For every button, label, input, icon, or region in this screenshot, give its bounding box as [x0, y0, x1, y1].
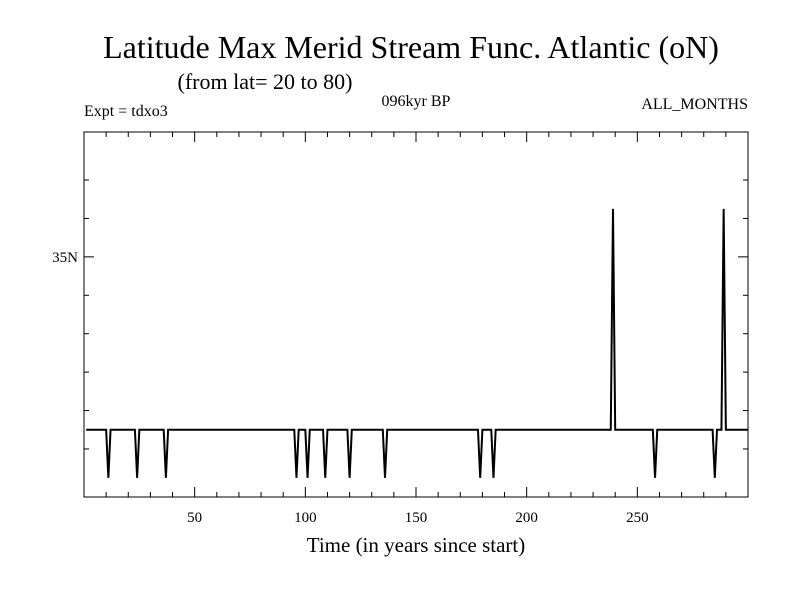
y-tick-label-0: 35N: [52, 250, 78, 266]
x-tick-label-1: 100: [294, 510, 317, 526]
chart-subtitle: (from lat= 20 to 80): [178, 69, 353, 94]
x-major-ticks: [194, 132, 638, 497]
plot-frame: [83, 131, 749, 498]
experiment-label: Expt = tdxo3: [84, 103, 168, 120]
x-tick-label-3: 200: [515, 510, 538, 526]
x-axis-label: Time (in years since start): [307, 533, 526, 557]
y-minor-ticks: [84, 179, 748, 450]
period-label: 096kyr BP: [382, 93, 451, 110]
x-tick-label-0: 50: [187, 510, 202, 526]
x-tick-label-4: 250: [626, 510, 649, 526]
months-label: ALL_MONTHS: [641, 96, 748, 113]
chart-title: Latitude Max Merid Stream Func. Atlantic…: [103, 29, 719, 65]
x-minor-ticks: [105, 132, 727, 497]
x-tick-label-2: 150: [405, 510, 428, 526]
series-line: [86, 208, 748, 478]
x-tick-labels: 50 100 150 200 250: [187, 510, 648, 526]
y-tick-labels: 35N: [52, 250, 78, 266]
